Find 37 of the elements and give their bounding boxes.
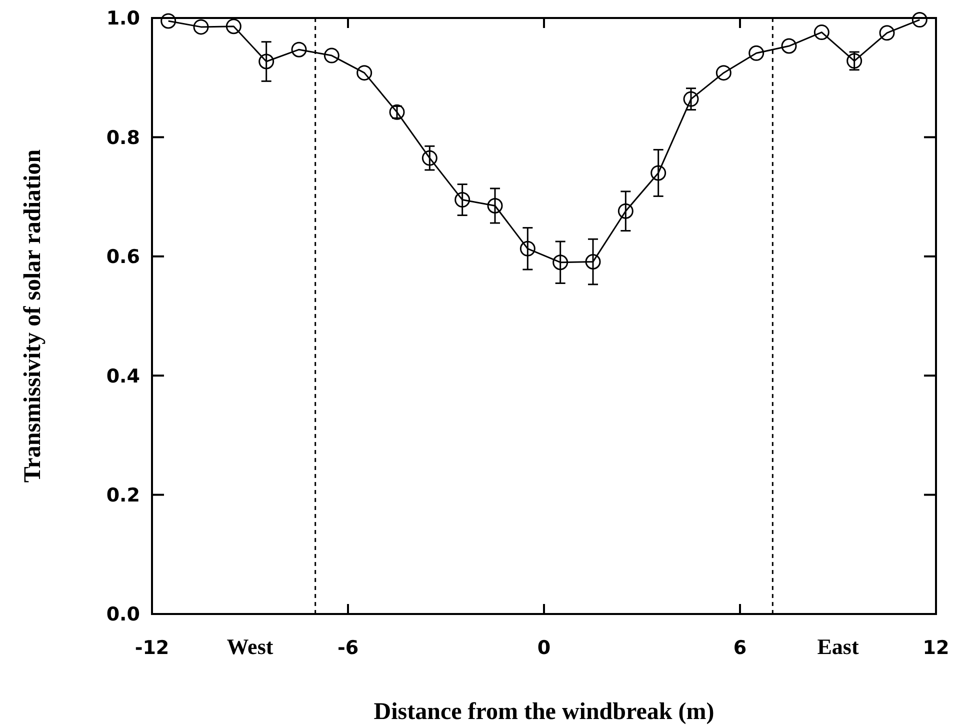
y-tick-label: 0.2 (106, 484, 140, 506)
text: West (226, 634, 274, 659)
y-tick-label: 0.6 (106, 246, 140, 268)
point (324, 48, 340, 64)
point (454, 192, 470, 208)
point (356, 65, 372, 81)
x-tick-label: 6 (733, 637, 747, 659)
point (585, 254, 601, 270)
point (422, 150, 438, 166)
point (291, 42, 307, 58)
point (160, 13, 176, 29)
point (226, 18, 242, 34)
point (258, 54, 274, 70)
x-tick-label: 0 (537, 637, 551, 659)
x-axis-title: Distance from the windbreak (m) (374, 699, 714, 725)
point (879, 25, 895, 41)
text: East (817, 634, 860, 659)
x-tick-label: -6 (337, 637, 359, 659)
x-tick-label: 12 (922, 637, 950, 659)
point (487, 198, 503, 214)
y-tick-label: 0.4 (106, 365, 140, 388)
y-axis-title: Transmissivity of solar radiation (20, 149, 46, 483)
point (748, 45, 764, 61)
point (781, 38, 797, 54)
point (912, 12, 928, 28)
point (552, 254, 568, 270)
point (716, 65, 732, 81)
point (814, 24, 830, 40)
x-tick-label: -12 (134, 637, 170, 659)
point (520, 240, 536, 256)
y-tick-label: 1.0 (106, 8, 140, 30)
point (683, 91, 699, 107)
point (193, 19, 209, 35)
y-tick-label: 0.8 (106, 126, 140, 149)
point (650, 165, 666, 181)
y-tick-label: 0.0 (106, 604, 140, 626)
point (618, 203, 634, 219)
